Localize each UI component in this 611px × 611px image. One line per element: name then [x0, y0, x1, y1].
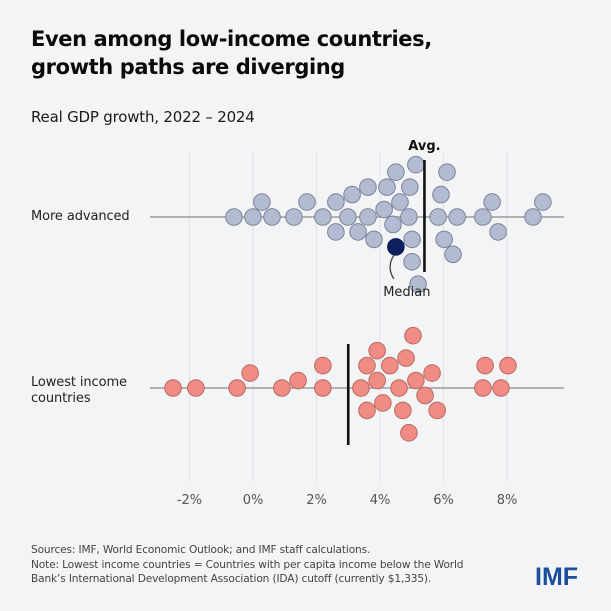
data-point — [524, 208, 542, 226]
data-point — [483, 193, 501, 211]
data-point — [404, 326, 422, 345]
data-point — [492, 379, 510, 397]
note-line: Note: Lowest income countries = Countrie… — [31, 558, 464, 571]
x-tick-label: 6% — [433, 493, 454, 508]
x-tick-label: 0% — [243, 493, 264, 508]
chart-title: Even among low-income countries, growth … — [31, 25, 432, 81]
annotations: Avg. Median — [383, 139, 440, 300]
data-point — [314, 208, 332, 226]
data-point — [499, 356, 517, 375]
data-point — [400, 208, 418, 226]
note-line: Bank’s International Development Associa… — [31, 573, 432, 585]
data-point — [314, 356, 332, 375]
data-point — [397, 349, 415, 367]
average-label: Avg. — [408, 139, 440, 154]
category-label-lowest-income: Lowest income countries — [31, 375, 127, 407]
data-point — [368, 341, 386, 360]
data-point — [164, 379, 182, 397]
data-point — [474, 379, 492, 397]
chart-title-line-2: growth paths are diverging — [31, 55, 345, 79]
data-point — [391, 193, 409, 211]
highlight-point — [387, 238, 405, 256]
data-point — [365, 230, 383, 249]
data-point — [359, 178, 377, 196]
x-tick-label: 8% — [497, 493, 518, 508]
data-point — [339, 208, 357, 226]
data-point — [285, 208, 303, 226]
data-point — [375, 200, 393, 219]
sources-line: Sources: IMF, World Economic Outlook; an… — [31, 544, 371, 556]
data-point — [289, 371, 307, 390]
imf-logo: IMF — [535, 563, 579, 591]
data-point — [416, 386, 434, 405]
x-tick-label: -2% — [177, 493, 202, 508]
data-point — [359, 208, 377, 226]
x-axis-ticks: -2% 0% 2% 4% 6% 8% — [177, 493, 517, 508]
data-point — [476, 356, 494, 375]
data-point — [409, 275, 427, 294]
data-point — [327, 193, 345, 211]
chart-subtitle: Real GDP growth, 2022 – 2024 — [31, 108, 255, 126]
data-point — [368, 371, 386, 390]
data-point — [403, 230, 421, 249]
data-points — [164, 155, 552, 442]
data-point — [263, 208, 281, 226]
data-point — [438, 163, 456, 181]
data-point — [429, 208, 447, 226]
data-point — [432, 185, 450, 204]
data-point — [428, 401, 446, 420]
data-point — [423, 364, 441, 382]
data-point — [381, 356, 399, 375]
x-tick-label: 4% — [370, 493, 391, 508]
data-point — [403, 253, 421, 271]
data-point — [358, 356, 376, 375]
data-point — [407, 155, 425, 174]
data-point — [314, 379, 332, 397]
data-point — [374, 394, 392, 412]
data-point — [228, 379, 246, 397]
data-point — [343, 185, 361, 204]
data-point — [444, 245, 462, 264]
data-point — [534, 193, 552, 211]
data-point — [448, 208, 466, 226]
data-point — [187, 379, 205, 397]
data-point — [435, 230, 453, 249]
data-point — [387, 163, 405, 181]
data-point — [253, 193, 271, 211]
data-point — [244, 208, 262, 226]
data-point — [407, 371, 425, 390]
gridlines — [188, 152, 508, 482]
data-point — [327, 223, 345, 241]
data-point — [489, 223, 507, 241]
median-leader-line — [389, 254, 395, 280]
data-point — [394, 401, 412, 420]
data-point — [349, 223, 367, 241]
x-tick-label: 2% — [306, 493, 327, 508]
data-point — [358, 401, 376, 420]
median-label: Median — [383, 285, 430, 300]
category-label-line: More advanced — [31, 209, 130, 224]
sources-note: Sources: IMF, World Economic Outlook; an… — [31, 543, 464, 587]
data-point — [298, 193, 316, 211]
data-point — [352, 379, 370, 397]
data-point — [384, 215, 402, 234]
data-point — [241, 364, 259, 382]
average-lines — [346, 160, 426, 445]
data-point — [378, 178, 396, 196]
data-point — [401, 178, 419, 196]
data-point — [273, 379, 291, 397]
category-label-line: Lowest income — [31, 375, 127, 390]
chart-title-line-1: Even among low-income countries, — [31, 27, 432, 51]
data-point — [390, 379, 408, 397]
data-point — [225, 208, 243, 226]
category-label-line: countries — [31, 391, 91, 406]
data-point — [474, 208, 492, 226]
data-point — [400, 424, 418, 442]
category-label-more-advanced: More advanced — [31, 209, 130, 225]
